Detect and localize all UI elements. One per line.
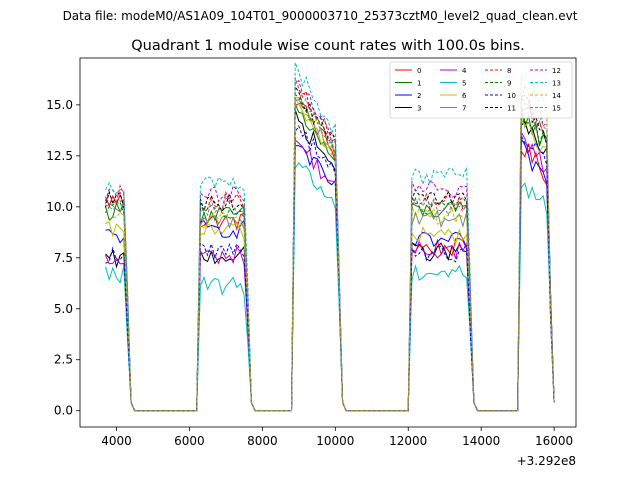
legend-label-2: 2 [417,92,421,100]
legend-label-15: 15 [552,105,561,113]
figure-suptitle: Data file: modeM0/AS1A09_104T01_90000037… [63,9,578,23]
legend-label-13: 13 [552,80,561,88]
plot-area [79,57,577,428]
legend-label-10: 10 [507,92,516,100]
chart-title: Quadrant 1 module wise count rates with … [131,38,525,54]
legend-label-1: 1 [417,80,421,88]
series-line-15 [105,77,555,412]
legend-box [389,61,573,119]
legend-label-6: 6 [462,92,467,100]
x-tick-label: 14000 [462,434,500,448]
y-axis: 0.0 2.5 5.0 7.5 10.0 12.5 15.0 [46,98,80,418]
y-tick-label: 10.0 [46,200,73,214]
x-tick-label: 6000 [174,434,205,448]
x-tick-label: 8000 [247,434,278,448]
y-tick-label: 12.5 [46,149,73,163]
x-tick-label: 12000 [389,434,427,448]
legend-label-4: 4 [462,67,467,75]
legend-label-7: 7 [462,105,466,113]
legend-label-5: 5 [462,80,466,88]
x-tick-label: 16000 [535,434,573,448]
x-axis: 4000 6000 8000 10000 12000 14000 16000 [101,427,573,448]
legend-label-3: 3 [417,105,421,113]
legend-label-9: 9 [507,80,511,88]
legend-label-8: 8 [507,67,511,75]
axes-frame [79,57,577,428]
x-tick-label: 10000 [316,434,354,448]
series-layer [105,62,555,412]
y-tick-label: 15.0 [46,98,73,112]
x-tick-label: 4000 [101,434,132,448]
y-tick-label: 7.5 [54,251,73,265]
legend-label-12: 12 [552,67,561,75]
y-tick-label: 5.0 [54,302,73,316]
legend-label-14: 14 [552,92,561,100]
legend-label-11: 11 [507,105,516,113]
x-offset-label: +3.292e8 [517,454,576,468]
legend-label-0: 0 [417,67,421,75]
y-tick-label: 0.0 [54,404,73,418]
y-tick-label: 2.5 [54,353,73,367]
